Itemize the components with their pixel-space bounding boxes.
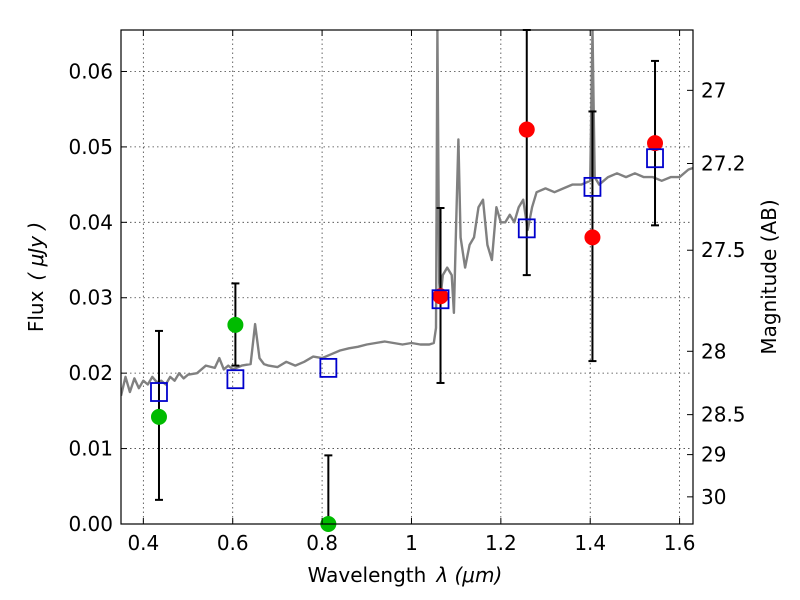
data-markers — [150, 121, 664, 532]
y-axis-title-main: Flux — [24, 290, 48, 332]
right-tick-label: 27.5 — [701, 238, 746, 262]
x-tick-label: 1.4 — [574, 531, 606, 555]
x-axis-title-math: λ (μm) — [435, 563, 502, 587]
x-tick-label: 0.4 — [127, 531, 159, 555]
right-tick-label: 28 — [701, 339, 726, 363]
grid-lines — [121, 30, 693, 525]
right-axis-title: Magnitude (AB) — [757, 199, 781, 354]
plot-frame — [120, 29, 694, 525]
y-tick-label: 0.06 — [68, 59, 113, 83]
error-bars — [154, 29, 660, 525]
flux-point — [227, 316, 244, 333]
flux-point — [150, 408, 167, 425]
x-axis-title-main: Wavelength — [308, 563, 427, 587]
model-point — [319, 357, 338, 378]
y-tick-label: 0.00 — [68, 512, 113, 536]
x-tick-label: 1.2 — [485, 531, 517, 555]
y-tick-label: 0.02 — [68, 361, 113, 385]
spectrum-line — [121, 30, 693, 397]
model-point — [646, 148, 664, 169]
y-axis-title: Flux ( μJy ) — [24, 222, 48, 332]
model-point — [150, 382, 168, 402]
y-axis-title-math: ( μJy ) — [24, 222, 48, 281]
y-tick-label: 0.05 — [68, 135, 113, 159]
x-tick-label: 1 — [405, 531, 418, 555]
model-point — [226, 369, 245, 390]
model-point — [583, 176, 602, 197]
x-axis-title: Wavelength λ (μm) — [308, 563, 503, 587]
right-tick-label: 28.5 — [701, 403, 746, 427]
flux-point — [584, 229, 601, 246]
flux-point — [518, 121, 535, 138]
right-tick-label: 27 — [701, 78, 726, 102]
x-tick-label: 0.8 — [306, 531, 338, 555]
x-tick-label: 0.6 — [217, 531, 249, 555]
flux-point — [647, 135, 664, 152]
y-tick-label: 0.03 — [68, 286, 113, 310]
model-point — [517, 218, 536, 239]
y-tick-label: 0.01 — [68, 437, 113, 461]
x-tick-label: 1.6 — [664, 531, 696, 555]
right-tick-label: 29 — [701, 443, 726, 467]
model-point — [431, 289, 450, 310]
right-tick-label: 27.2 — [701, 151, 746, 175]
y-tick-label: 0.04 — [68, 210, 113, 234]
right-tick-label: 30 — [701, 485, 726, 509]
axis-ticks: 0.4 0.6 0.8 1 1.2 1.4 1.6 0.00 0.01 0.02 0.03 0.04 0… — [68, 30, 746, 555]
template-spectrum — [121, 30, 693, 397]
